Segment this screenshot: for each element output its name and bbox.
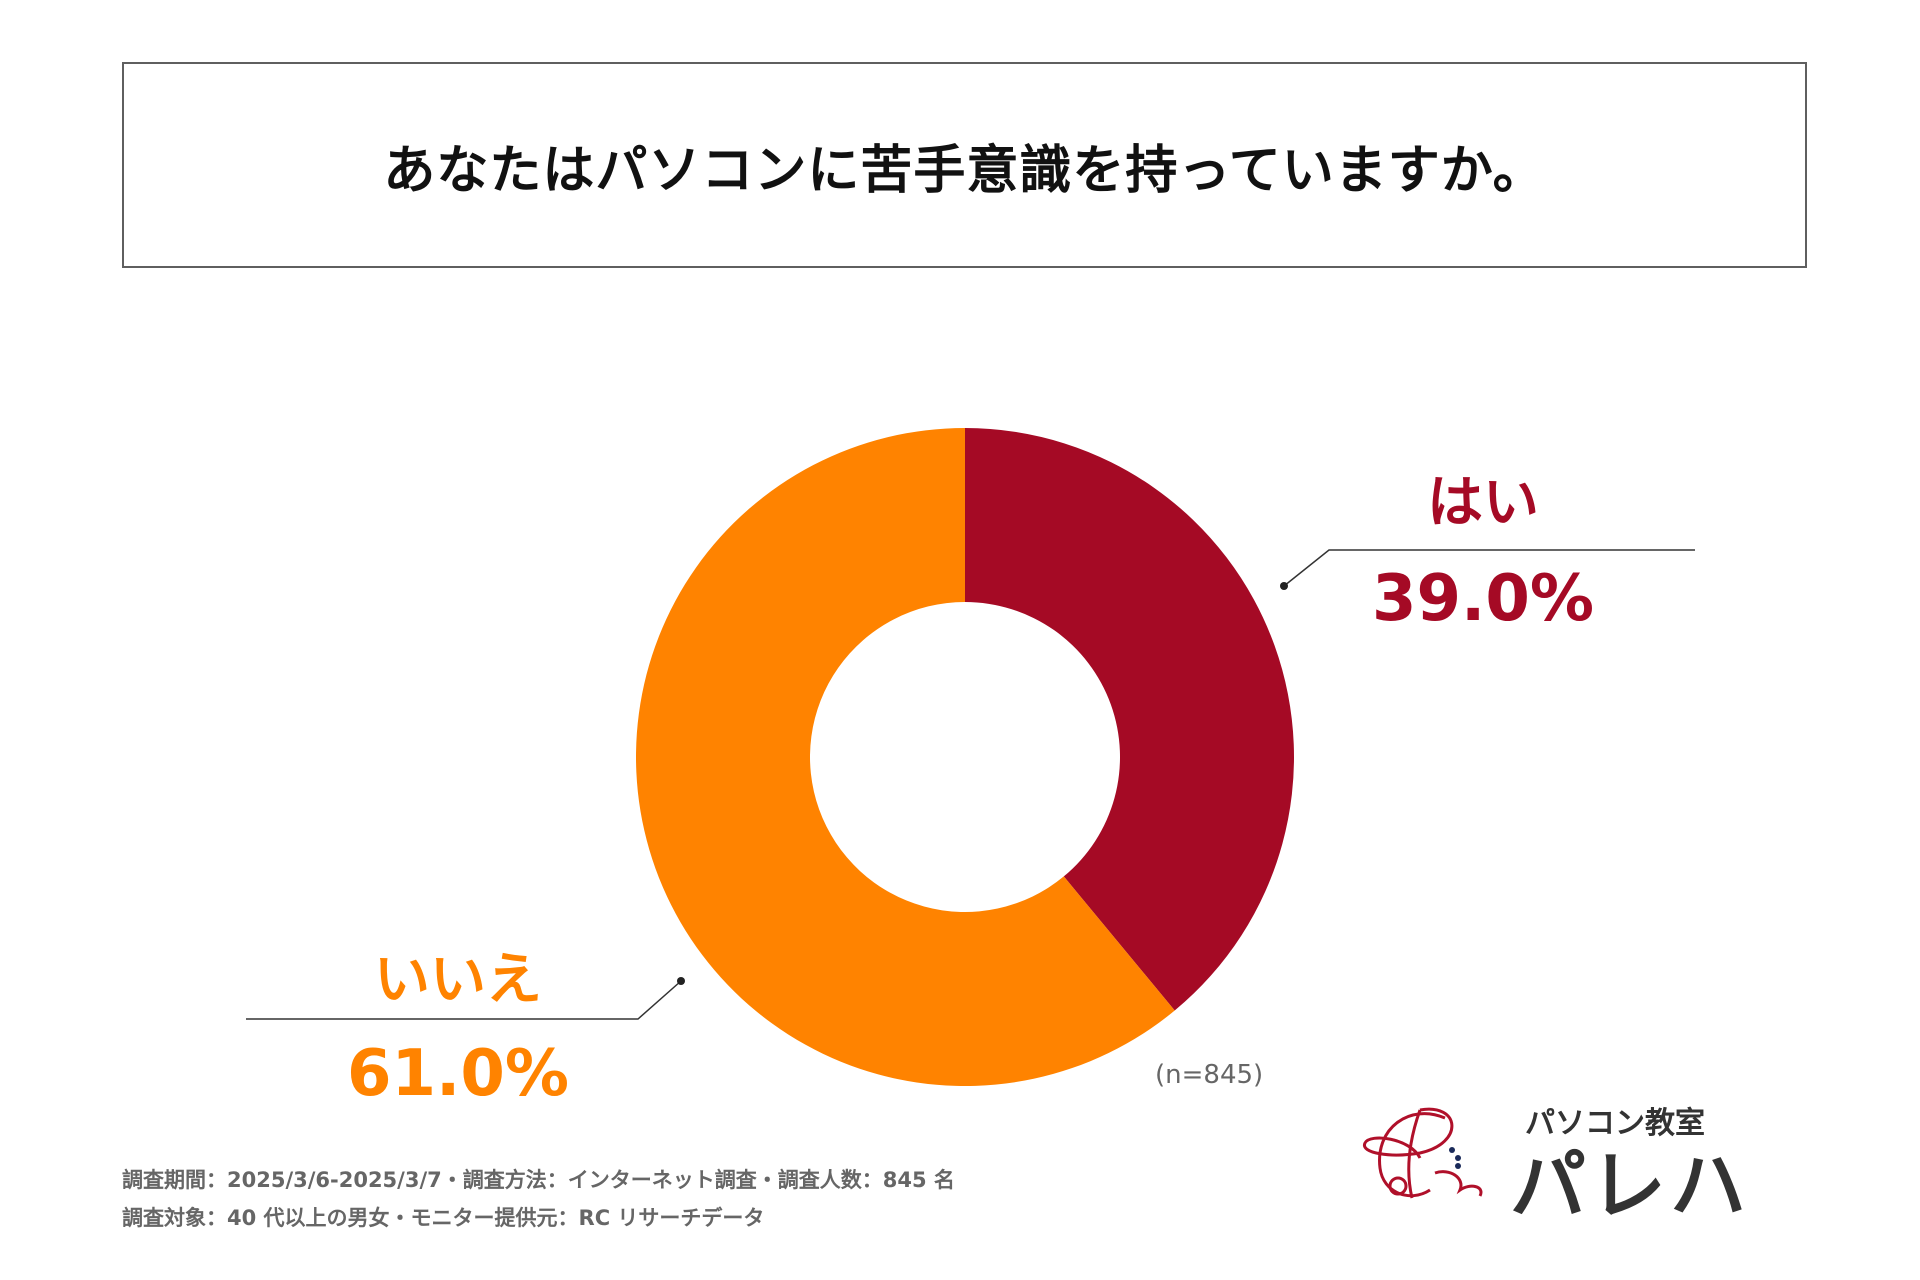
title-box: あなたはパソコンに苦手意識を持っていますか。	[122, 62, 1807, 268]
sample-size-note: (n=845)	[1155, 1060, 1264, 1090]
survey-info-line1: 調査期間：2025/3/6-2025/3/7・調査方法：インターネット調査・調査…	[122, 1168, 955, 1192]
slice-no	[636, 428, 1175, 1087]
data-label-yes: 39.0%	[1371, 562, 1595, 636]
brand-logo: パソコン教室 パレハ	[1350, 1098, 1770, 1230]
leader-line-yes	[1283, 549, 1695, 587]
slice-label-yes: はい	[1427, 470, 1539, 536]
leader-line-no	[246, 980, 682, 1020]
chart-title: あなたはパソコンに苦手意識を持っていますか。	[383, 140, 1546, 201]
slice-label-no: いいえ	[374, 947, 542, 1013]
data-label-no: 61.0%	[346, 1037, 570, 1111]
leader-dot-yes	[1280, 582, 1288, 590]
slice-yes	[965, 428, 1294, 1011]
survey-info-line2: 調査対象：40 代以上の男女・モニター提供元：RC リサーチデータ	[122, 1206, 765, 1230]
logo-name: パレハ	[1510, 1141, 1750, 1230]
leader-dot-no	[677, 977, 685, 985]
logo-subtitle: パソコン教室	[1525, 1106, 1705, 1141]
script-p-emblem-icon	[1363, 1107, 1483, 1199]
